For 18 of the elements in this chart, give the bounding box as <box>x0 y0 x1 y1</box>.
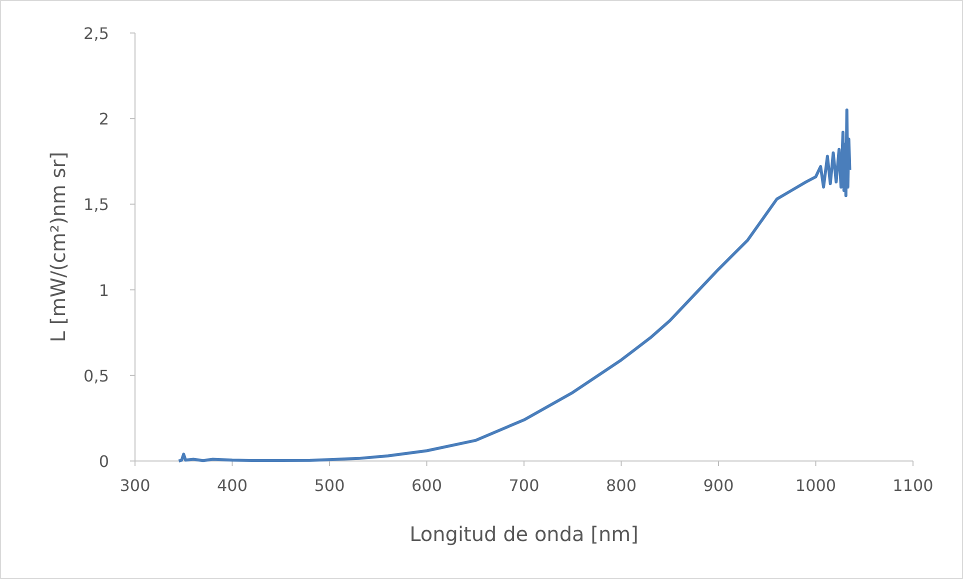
y-tick-label: 1,5 <box>84 195 109 214</box>
x-tick-label: 300 <box>120 476 150 495</box>
x-tick-label: 1000 <box>795 476 836 495</box>
y-axis-title: L [mW/(cm²)nm sr] <box>46 152 70 342</box>
x-tick-label: 800 <box>606 476 637 495</box>
y-tick-label: 0,5 <box>84 366 109 386</box>
line-series <box>177 108 852 462</box>
y-tick-label: 2,5 <box>84 24 109 43</box>
x-tick-label: 900 <box>703 476 734 495</box>
x-tick-label: 1100 <box>892 476 934 495</box>
x-tick-label: 700 <box>508 476 540 495</box>
y-tick-label: 2 <box>98 110 109 129</box>
x-tick-label: 400 <box>216 476 248 495</box>
x-axis-title: Longitud de onda [nm] <box>410 522 638 546</box>
y-tick-label: 0 <box>98 452 109 471</box>
x-tick-label: 500 <box>314 476 345 495</box>
x-tick-label: 600 <box>411 476 442 495</box>
y-tick-label: 1 <box>98 280 109 300</box>
